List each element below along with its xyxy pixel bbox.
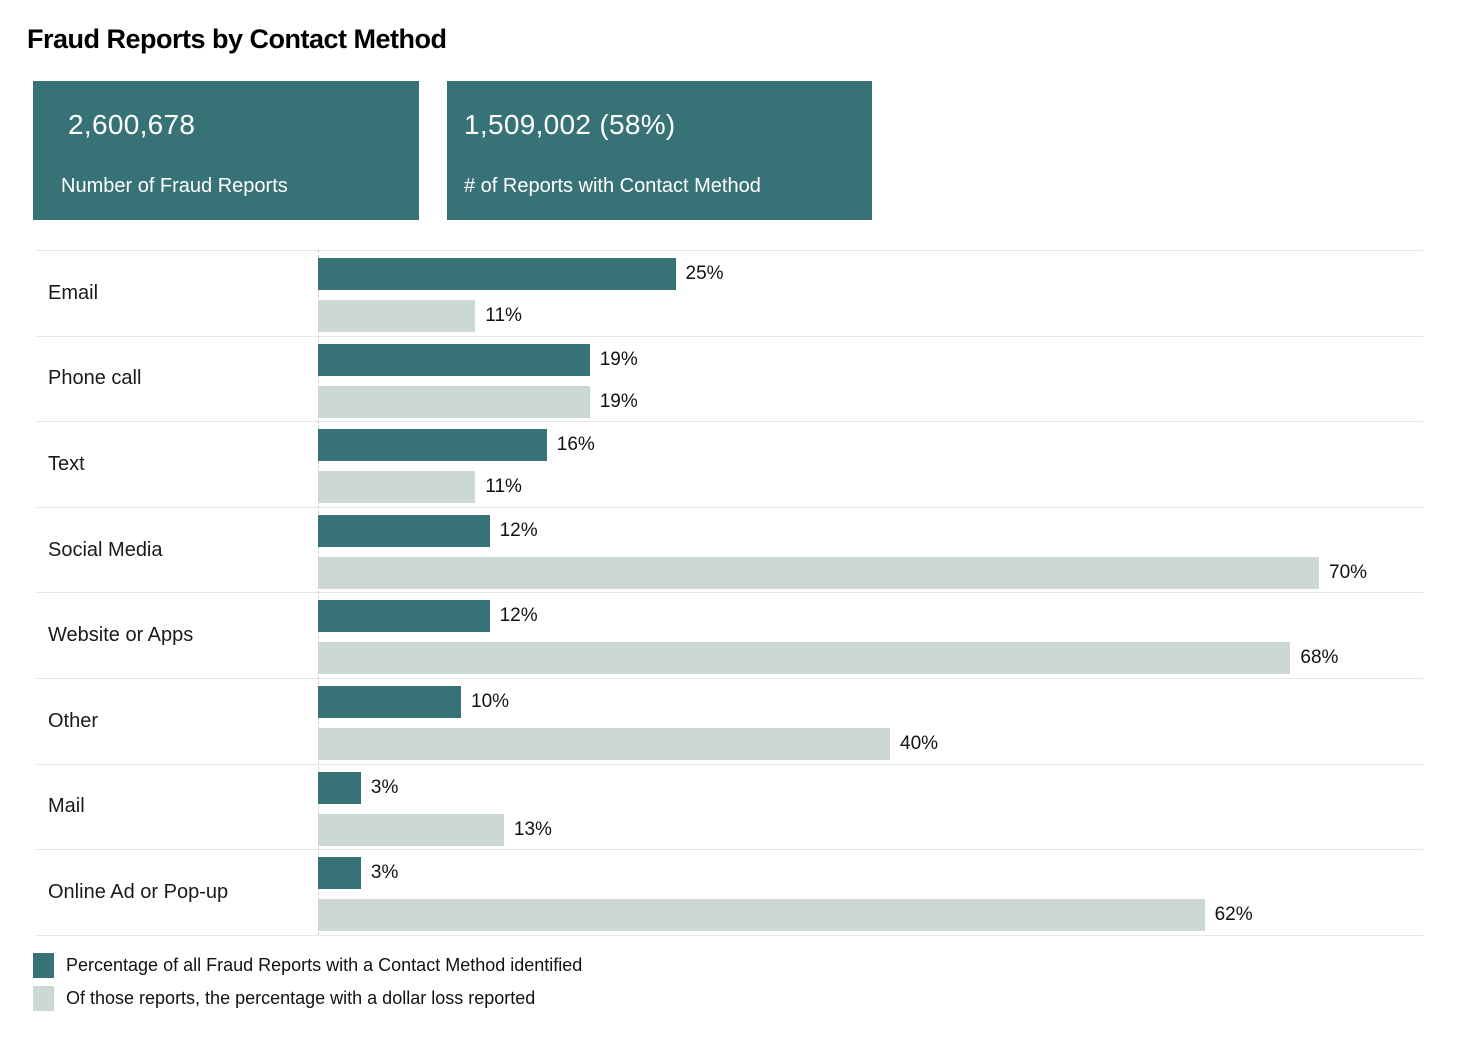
bar-line-mail-series-1: 13%: [318, 813, 1423, 846]
page-title: Fraud Reports by Contact Method: [27, 24, 447, 54]
category-label-other: Other: [48, 709, 99, 732]
bar-value-label: 16%: [556, 434, 595, 456]
stat-value-reports-with-contact-method: 1,509,002 (58%): [464, 109, 676, 140]
bar-text-pct-of-reports: [318, 429, 547, 462]
bar-value-label: 3%: [370, 776, 399, 798]
chart-row-other: Other 10% 40%: [36, 677, 1423, 764]
bar-mail-pct-dollar-loss: [318, 813, 504, 846]
chart-baseline-dashed-line: [318, 250, 319, 935]
bar-line-other-series-0: 10%: [318, 685, 1423, 718]
bar-line-phone-call-series-0: 19%: [318, 343, 1423, 376]
bar-phone-call-pct-dollar-loss: [318, 385, 590, 418]
stat-value-total-fraud-reports: 2,600,678: [68, 109, 196, 140]
bar-line-text-series-0: 16%: [318, 429, 1423, 462]
category-label-mail: Mail: [48, 795, 85, 818]
category-label-text: Text: [48, 452, 85, 475]
bar-text-pct-dollar-loss: [318, 471, 476, 504]
bar-online-ad-or-pop-up-pct-of-reports: [318, 857, 361, 890]
bar-line-mail-series-0: 3%: [318, 771, 1423, 804]
bar-group-text: 16% 11%: [318, 422, 1423, 507]
bar-value-label: 70%: [1329, 561, 1368, 583]
category-label-email: Email: [48, 281, 99, 304]
bar-phone-call-pct-of-reports: [318, 343, 590, 376]
bar-value-label: 25%: [685, 263, 724, 284]
bar-value-label: 12%: [499, 605, 538, 627]
stat-box-total-fraud-reports: 2,600,678 Number of Fraud Reports: [33, 81, 419, 220]
bar-website-or-apps-pct-dollar-loss: [318, 642, 1291, 675]
bar-line-online-ad-or-pop-up-series-1: 62%: [318, 899, 1423, 932]
bar-value-label: 19%: [599, 348, 638, 370]
bar-group-phone-call: 19% 19%: [318, 337, 1423, 422]
bar-group-email: 25% 11%: [318, 251, 1423, 336]
legend-swatch-light-teal: [33, 985, 54, 1011]
stat-box-reports-with-contact-method: 1,509,002 (58%) # of Reports with Contac…: [447, 81, 872, 220]
bar-value-label: 10%: [471, 690, 510, 712]
bar-email-pct-of-reports: [318, 258, 676, 290]
bar-mail-pct-of-reports: [318, 771, 361, 804]
category-label-online-ad-or-pop-up: Online Ad or Pop-up: [48, 880, 229, 903]
bar-other-pct-dollar-loss: [318, 727, 890, 760]
bar-group-online-ad-or-pop-up: 3% 62%: [318, 850, 1423, 935]
bar-social-media-pct-of-reports: [318, 514, 490, 547]
bar-group-mail: 3% 13%: [318, 765, 1423, 850]
bar-line-email-series-1: 11%: [318, 300, 1423, 332]
bar-social-media-pct-dollar-loss: [318, 556, 1319, 589]
bar-other-pct-of-reports: [318, 685, 461, 718]
fraud-reports-dashboard: Fraud Reports by Contact Method 2,600,67…: [0, 24, 1457, 1039]
bar-value-label: 3%: [370, 862, 399, 884]
chart-row-mail: Mail 3% 13%: [36, 763, 1423, 850]
legend-item-contact-method-identified: Percentage of all Fraud Reports with a C…: [33, 952, 1457, 978]
bar-email-pct-dollar-loss: [318, 300, 476, 332]
legend-label-dollar-loss-reported: Of those reports, the percentage with a …: [66, 987, 536, 1008]
bar-value-label: 11%: [485, 476, 522, 498]
bar-line-social-media-series-1: 70%: [318, 556, 1423, 589]
stat-label-total-fraud-reports: Number of Fraud Reports: [61, 175, 288, 197]
chart-row-social-media: Social Media 12% 70%: [36, 506, 1423, 593]
bar-value-label: 13%: [513, 818, 552, 840]
bar-value-label: 19%: [599, 390, 638, 412]
bar-website-or-apps-pct-of-reports: [318, 600, 490, 633]
bar-line-website-or-apps-series-1: 68%: [318, 642, 1423, 675]
chart-legend: Percentage of all Fraud Reports with a C…: [33, 952, 1457, 1011]
bar-line-website-or-apps-series-0: 12%: [318, 600, 1423, 633]
grouped-horizontal-bar-chart: Email 25% 11% Phone call 19% 19% Text 16% 11% Soc…: [36, 250, 1423, 936]
chart-row-text: Text 16% 11%: [36, 421, 1423, 507]
bar-line-phone-call-series-1: 19%: [318, 385, 1423, 418]
bar-line-email-series-0: 25%: [318, 258, 1423, 290]
legend-label-contact-method-identified: Percentage of all Fraud Reports with a C…: [66, 954, 583, 975]
stat-boxes: 2,600,678 Number of Fraud Reports 1,509,…: [33, 81, 1457, 220]
bar-value-label: 12%: [499, 519, 538, 541]
bar-group-website-or-apps: 12% 68%: [318, 593, 1423, 678]
bar-line-online-ad-or-pop-up-series-0: 3%: [318, 857, 1423, 890]
category-label-phone-call: Phone call: [48, 367, 142, 390]
chart-row-phone-call: Phone call 19% 19%: [36, 335, 1423, 422]
bar-value-label: 11%: [485, 305, 522, 326]
bar-line-social-media-series-0: 12%: [318, 514, 1423, 547]
bar-value-label: 68%: [1300, 647, 1339, 669]
category-label-website-or-apps: Website or Apps: [48, 624, 194, 647]
bar-online-ad-or-pop-up-pct-dollar-loss: [318, 899, 1205, 932]
legend-swatch-dark-teal: [33, 952, 54, 978]
bar-value-label: 62%: [1214, 904, 1253, 926]
chart-row-email: Email 25% 11%: [36, 250, 1423, 336]
chart-row-website-or-apps: Website or Apps 12% 68%: [36, 592, 1423, 678]
chart-row-online-ad-or-pop-up: Online Ad or Pop-up 3% 62%: [36, 849, 1423, 935]
legend-item-dollar-loss-reported: Of those reports, the percentage with a …: [33, 985, 1457, 1011]
category-label-social-media: Social Media: [48, 538, 163, 561]
bar-group-other: 10% 40%: [318, 679, 1423, 764]
bar-value-label: 40%: [900, 732, 939, 754]
stat-label-reports-with-contact-method: # of Reports with Contact Method: [464, 175, 761, 197]
bar-line-text-series-1: 11%: [318, 471, 1423, 504]
bar-line-other-series-1: 40%: [318, 727, 1423, 760]
bar-group-social-media: 12% 70%: [318, 508, 1423, 593]
